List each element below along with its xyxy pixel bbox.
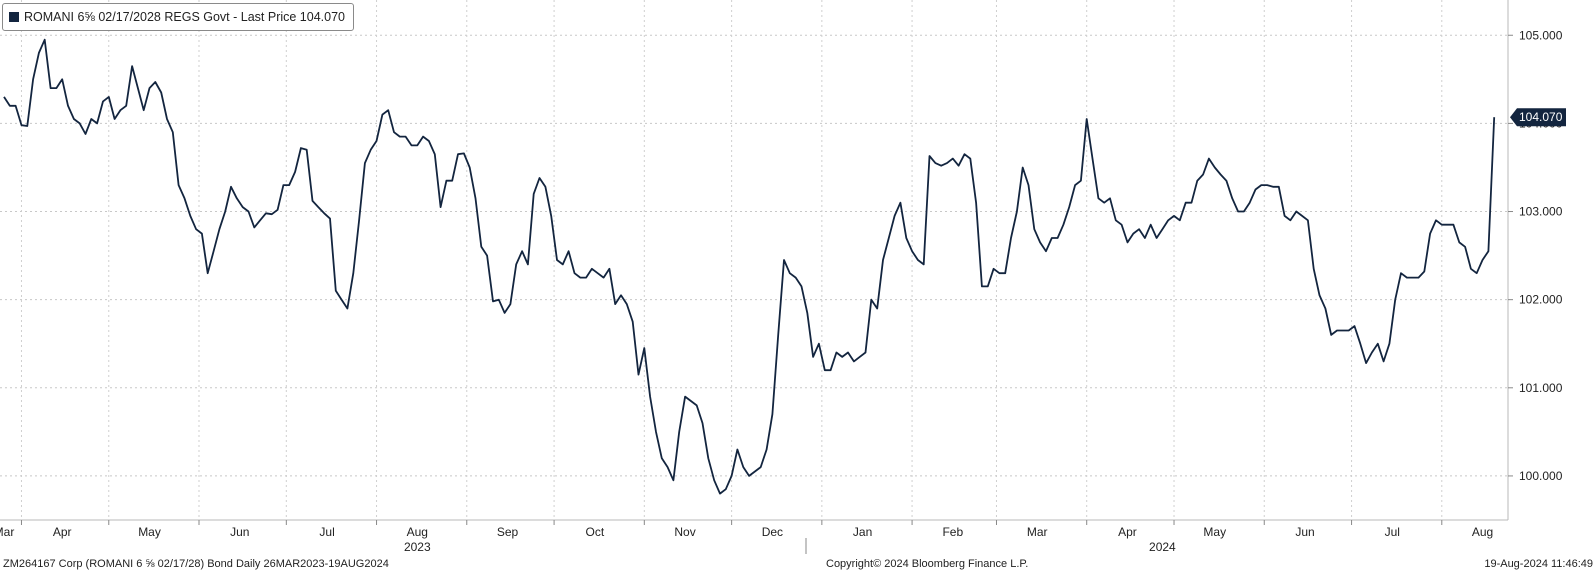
x-tick-label: Feb [942, 525, 963, 539]
grid-lines [0, 0, 1508, 520]
footer-timestamp: 19-Aug-2024 11:46:49 [1484, 558, 1593, 570]
x-tick-label: Jan [853, 525, 872, 539]
y-tick-label: 102.000 [1519, 293, 1563, 307]
series-line-last-price [3, 38, 1496, 495]
x-tick-label: Nov [674, 525, 695, 539]
legend: ROMANI 6⅝ 02/17/2028 REGS Govt - Last Pr… [2, 3, 354, 31]
x-axis: Mar Apr May Jun Jul Aug Sep Oct Nov Dec Jan Feb Mar A… [0, 520, 1493, 554]
x-tick-label: Jul [1385, 525, 1400, 539]
footer-copyright: Copyright© 2024 Bloomberg Finance L.P. [826, 558, 1029, 570]
x-tick-label: Aug [1472, 525, 1493, 539]
year-label: 2023 [404, 540, 431, 554]
y-axis: 100.000101.000102.000103.000104.000105.0… [1508, 28, 1563, 483]
x-tick-label: Jun [230, 525, 249, 539]
legend-swatch [9, 12, 19, 22]
x-tick-label: Jul [319, 525, 334, 539]
y-tick-label: 103.000 [1519, 205, 1563, 219]
x-tick-label: Dec [762, 525, 783, 539]
y-tick-label: 101.000 [1519, 381, 1563, 395]
legend-label: ROMANI 6⅝ 02/17/2028 REGS Govt - Last Pr… [24, 10, 345, 24]
x-tick-label: Apr [1118, 525, 1137, 539]
footer-security-info: ZM264167 Corp (ROMANI 6 ⅝ 02/17/28) Bond… [3, 558, 389, 570]
y-tick-label: 105.000 [1519, 28, 1563, 42]
x-tick-label: May [138, 525, 161, 539]
x-tick-label: Aug [407, 525, 428, 539]
last-price-tag-shape [1510, 108, 1566, 127]
plot-background [0, 0, 1508, 520]
x-tick-label: Sep [497, 525, 519, 539]
x-tick-label: May [1203, 525, 1226, 539]
x-tick-label: Jun [1295, 525, 1314, 539]
y-tick-label: 100.000 [1519, 469, 1563, 483]
x-tick-label: Apr [53, 525, 72, 539]
last-price-tag: 104.070 [1510, 108, 1566, 127]
x-tick-label: Mar [1027, 525, 1048, 539]
year-label: 2024 [1149, 540, 1176, 554]
last-price-tag-label: 104.070 [1519, 110, 1563, 124]
x-tick-label: Mar [0, 525, 14, 539]
x-tick-label: Oct [585, 525, 604, 539]
